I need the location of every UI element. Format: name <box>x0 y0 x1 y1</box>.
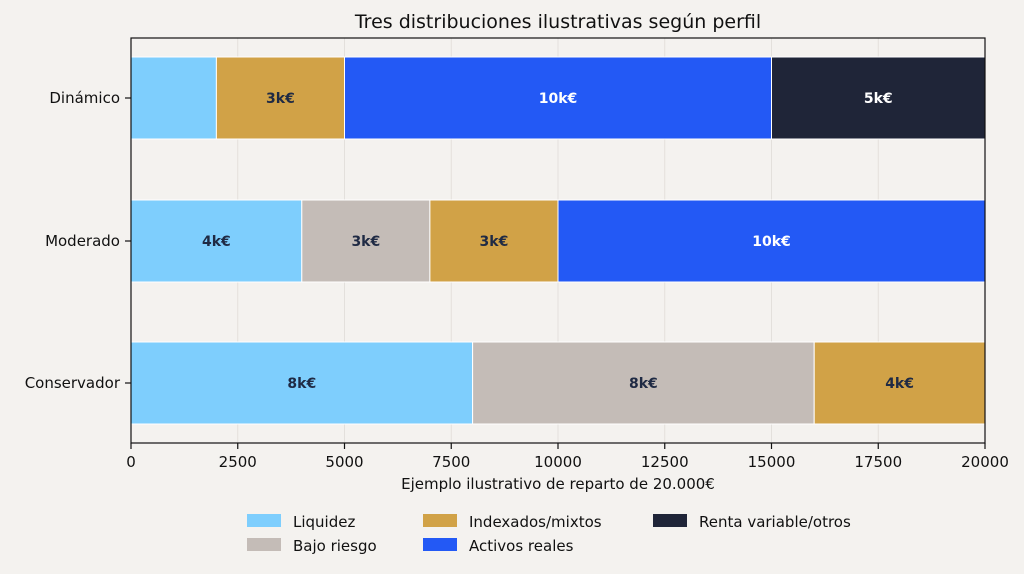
x-tick-label: 5000 <box>325 453 363 471</box>
bar-segment <box>130 56 217 140</box>
bar-segment <box>472 341 815 425</box>
bar-segment <box>301 199 431 283</box>
bar-segment <box>215 56 345 140</box>
data-label: 10k€ <box>539 91 578 107</box>
legend-swatch <box>423 538 457 551</box>
data-label: 5k€ <box>864 91 893 107</box>
x-tick-label: 7500 <box>432 453 470 471</box>
legend-swatch <box>247 514 281 527</box>
y-tick-label: Dinámico <box>49 89 120 107</box>
bar-segment <box>813 341 986 425</box>
x-tick-label: 12500 <box>641 453 689 471</box>
legend-swatch <box>653 514 687 527</box>
data-label: 4k€ <box>885 376 914 392</box>
x-tick-label: 15000 <box>748 453 796 471</box>
axes: 0 2500 5000 7500 10000 12500 15000 17500 20000 Co… <box>25 89 1009 471</box>
bars: 8k€ 8k€ 4k€ 4k€ 3k€ 3k€ 10k€ 3k€ 10k€ 5k€ <box>130 56 986 425</box>
legend-label: Renta variable/otros <box>699 513 851 531</box>
bar-segment <box>557 199 986 283</box>
data-label: 3k€ <box>266 91 295 107</box>
bar-segment <box>771 56 986 140</box>
data-label: 8k€ <box>287 376 316 392</box>
x-tick-label: 2500 <box>219 453 257 471</box>
x-axis-label: Ejemplo ilustrativo de reparto de 20.000… <box>401 475 715 493</box>
bar-segment <box>429 199 559 283</box>
data-label: 4k€ <box>202 234 231 250</box>
chart-title: Tres distribuciones ilustrativas según p… <box>354 11 761 33</box>
data-label: 8k€ <box>629 376 658 392</box>
x-tick-label: 20000 <box>961 453 1009 471</box>
legend-label: Activos reales <box>469 537 574 555</box>
legend-swatch <box>423 514 457 527</box>
y-tick-label: Conservador <box>25 374 121 392</box>
data-label: 3k€ <box>480 234 509 250</box>
data-label: 3k€ <box>351 234 380 250</box>
x-tick-label: 10000 <box>534 453 582 471</box>
x-tick-label: 0 <box>126 453 136 471</box>
x-tick-label: 17500 <box>854 453 902 471</box>
legend: Liquidez Bajo riesgo Indexados/mixtos Activ… <box>247 513 851 555</box>
bar-segment <box>130 199 303 283</box>
y-tick-label: Moderado <box>45 232 120 250</box>
data-label: 10k€ <box>752 234 791 250</box>
legend-label: Indexados/mixtos <box>469 513 602 531</box>
bar-segment <box>344 56 772 140</box>
legend-label: Bajo riesgo <box>293 537 377 555</box>
legend-swatch <box>247 538 281 551</box>
legend-label: Liquidez <box>293 513 355 531</box>
